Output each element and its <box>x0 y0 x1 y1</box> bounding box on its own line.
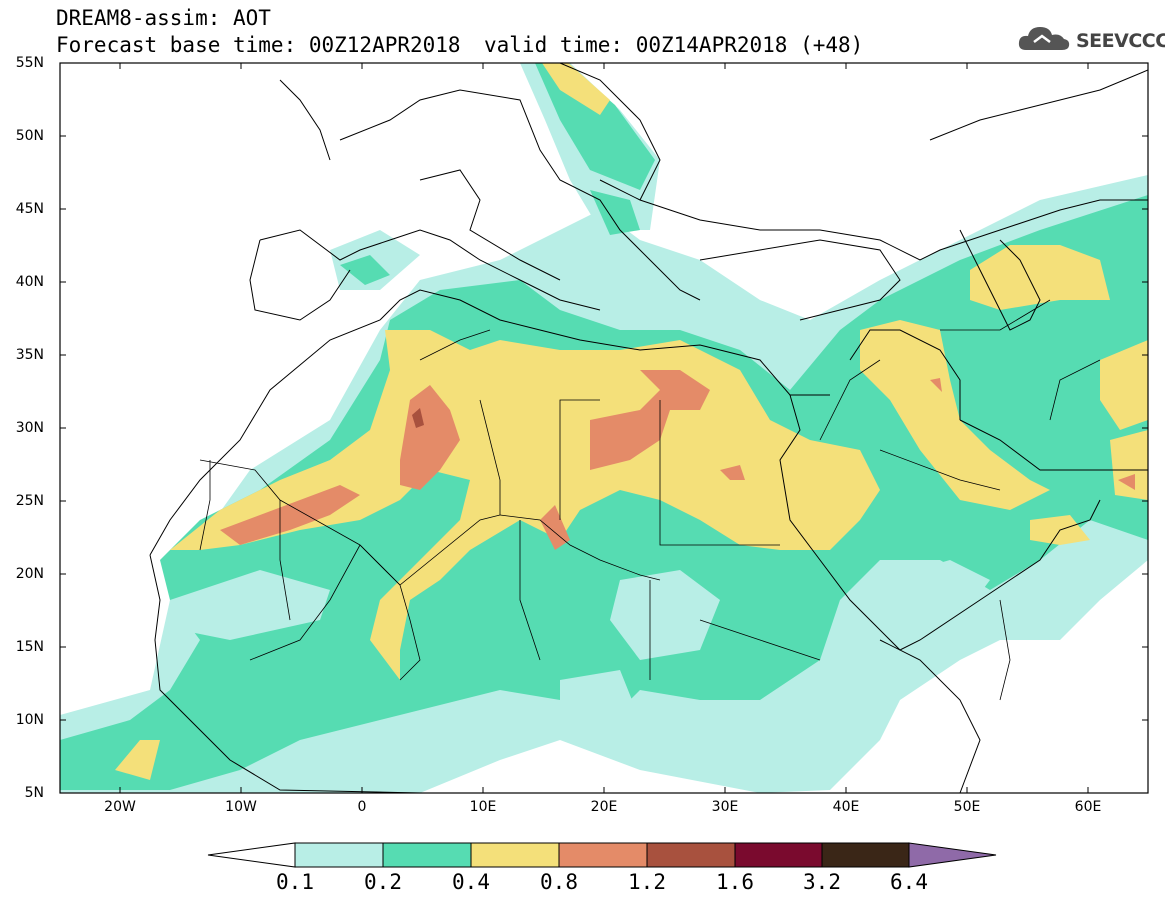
colorbar-label-0.1: 0.1 <box>276 870 314 894</box>
colorbar-label-3.2: 3.2 <box>803 870 841 894</box>
lat-label-40n: 40N <box>15 274 44 290</box>
lat-label-55n: 55N <box>15 55 44 71</box>
lon-label-10e: 10E <box>469 799 497 815</box>
colorbar-label-1.6: 1.6 <box>716 870 754 894</box>
lat-label-45n: 45N <box>15 201 44 217</box>
lat-label-30n: 30N <box>15 420 44 436</box>
colorbar-label-0.4: 0.4 <box>452 870 490 894</box>
lat-label-20n: 20N <box>15 566 44 582</box>
lon-label-0: 0 <box>357 799 367 815</box>
colorbar-label-1.2: 1.2 <box>628 870 666 894</box>
lon-label-50e: 50E <box>953 799 981 815</box>
lon-label-40e: 40E <box>832 799 860 815</box>
coastlines <box>149 63 1148 793</box>
aot-contour-1.2 <box>412 408 424 428</box>
aot-contour-0.4 <box>115 63 1148 780</box>
colorbar-label-0.8: 0.8 <box>540 870 578 894</box>
aot-holes <box>170 560 990 740</box>
lon-label-30e: 30E <box>711 799 739 815</box>
aot-contour-0.8 <box>220 370 1135 550</box>
map-title: DREAM8-assim: AOT <box>56 6 271 30</box>
country-borders <box>199 299 1101 701</box>
lat-label-10n: 10N <box>15 712 44 728</box>
lat-label-25n: 25N <box>15 493 44 509</box>
longitude-ticks <box>119 63 1089 793</box>
lat-label-50n: 50N <box>15 128 44 144</box>
colorbar-label-6.4: 6.4 <box>890 870 928 894</box>
lat-label-15n: 15N <box>15 639 44 655</box>
colorbar-label-0.2: 0.2 <box>364 870 402 894</box>
lat-label-5n: 5N <box>24 785 44 801</box>
lon-label-20w: 20W <box>104 799 136 815</box>
logo-text: SEEVCCC <box>1076 30 1165 52</box>
seevccc-logo: SEEVCCC <box>1016 22 1165 58</box>
lon-label-60e: 60E <box>1074 799 1102 815</box>
lat-label-35n: 35N <box>15 347 44 363</box>
valid-time: valid time: 00Z14APR2018 (+48) <box>484 33 864 57</box>
lon-label-20e: 20E <box>590 799 618 815</box>
cloud-icon <box>1018 27 1070 50</box>
latitude-ticks <box>60 62 1148 721</box>
lon-label-10w: 10W <box>225 799 257 815</box>
forecast-base-time: Forecast base time: 00Z12APR2018 <box>56 33 461 57</box>
